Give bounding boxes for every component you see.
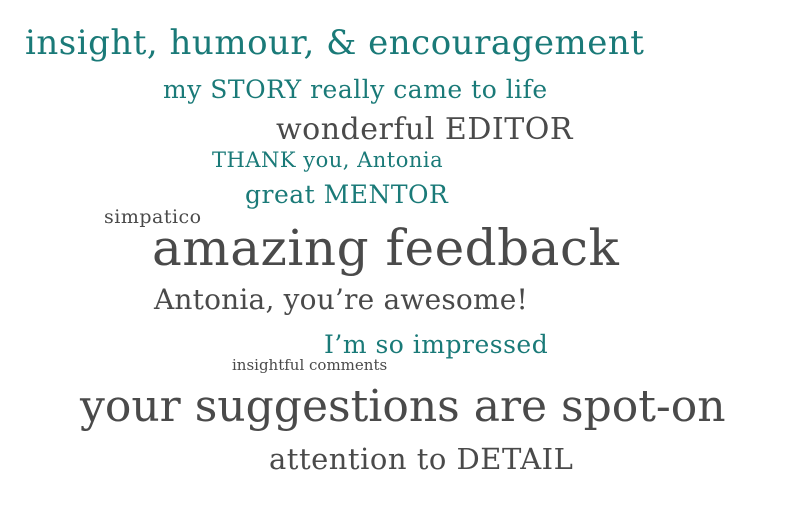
phrase-simpatico: simpatico [104,206,202,228]
phrase-attention-to-detail: attention to DETAIL [269,442,574,476]
phrase-youre-awesome: Antonia, you’re awesome! [154,283,528,316]
phrase-thank-you-antonia: THANK you, Antonia [212,148,444,172]
phrase-wonderful-editor: wonderful EDITOR [276,112,573,147]
phrase-insight-humour-encouragement: insight, humour, & encouragement [25,23,645,63]
phrase-great-mentor: great MENTOR [245,180,449,209]
phrase-suggestions-spot-on: your suggestions are spot-on [80,381,726,432]
phrase-amazing-feedback: amazing feedback [152,219,620,277]
phrase-story-came-to-life: my STORY really came to life [163,75,548,104]
phrase-insightful-comments: insightful comments [232,356,388,374]
phrase-so-impressed: I’m so impressed [324,330,549,359]
